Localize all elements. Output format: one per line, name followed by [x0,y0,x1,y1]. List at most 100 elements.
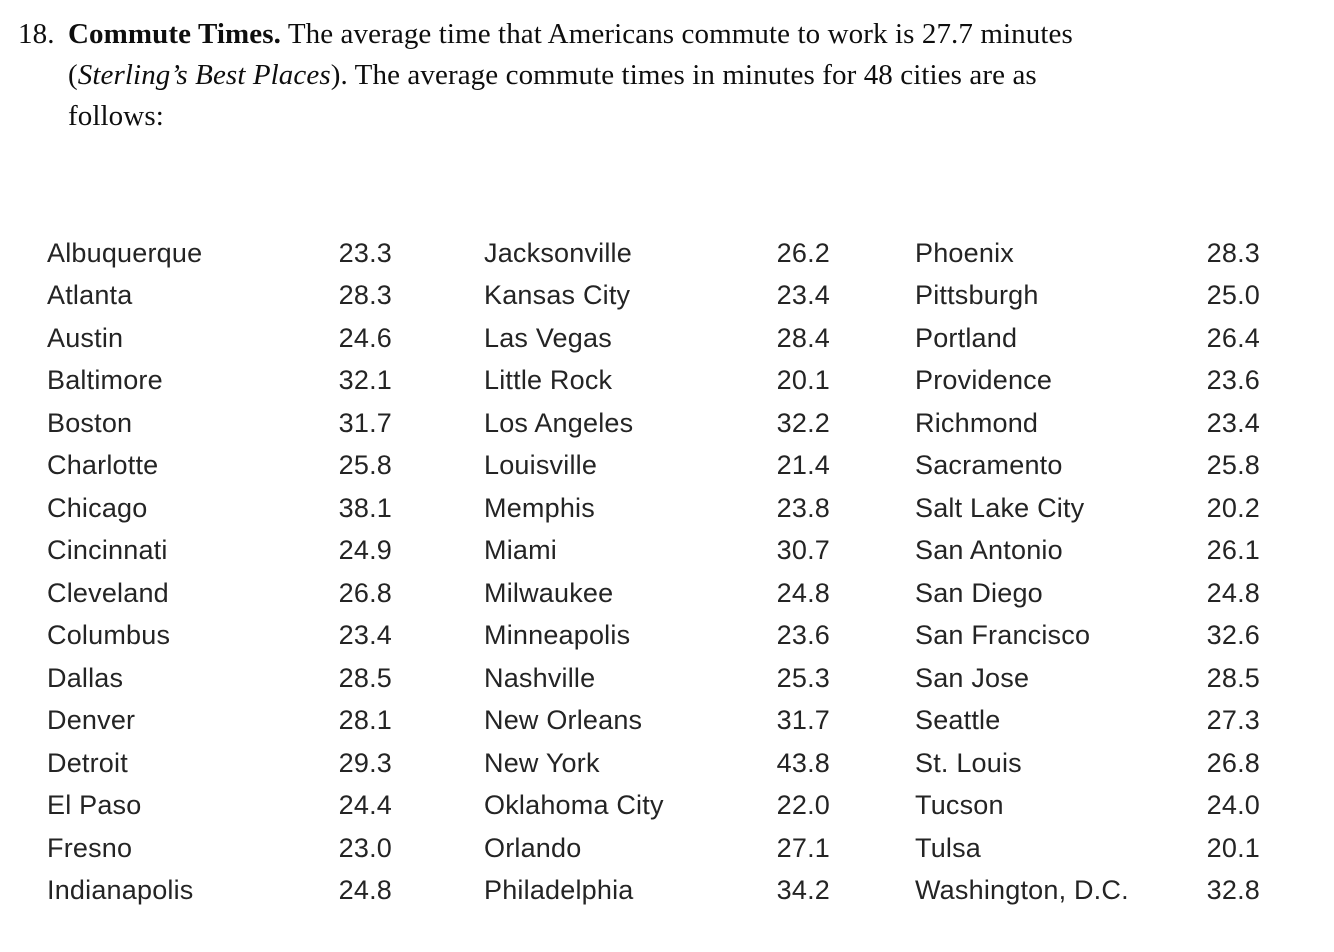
commute-time-value: 27.3 [1206,705,1260,736]
table-row: Oklahoma City 22.0 [484,785,830,828]
city-name: Pittsburgh [915,280,1039,311]
commute-time-value: 24.6 [338,322,392,353]
commute-time-value: 24.8 [776,577,830,608]
table-row: Sacramento 25.8 [915,445,1260,488]
problem-text-line-2: (Sterling’s Best Places). The average co… [68,55,1073,96]
city-name: Louisville [484,450,598,481]
table-row: Kansas City 23.4 [484,275,830,318]
city-name: Detroit [47,747,128,778]
commute-time-value: 25.8 [1206,450,1260,481]
table-row: Albuquerque 23.3 [47,232,392,275]
table-row: Boston 31.7 [47,402,392,445]
table-row: Portland 26.4 [915,317,1260,360]
problem-number: 18. [18,18,55,50]
table-row: Memphis 23.8 [484,487,830,530]
commute-time-value: 23.4 [338,620,392,651]
table-row: Tucson 24.0 [915,785,1260,828]
commute-time-value: 29.3 [338,747,392,778]
table-row: Minneapolis 23.6 [484,615,830,658]
table-row: Las Vegas 28.4 [484,317,830,360]
city-name: Milwaukee [484,577,614,608]
table-row: Salt Lake City 20.2 [915,487,1260,530]
city-name: Cleveland [47,577,169,608]
commute-time-value: 22.0 [776,790,830,821]
city-name: Boston [47,407,133,438]
table-row: Nashville 25.3 [484,657,830,700]
commute-time-value: 28.5 [338,662,392,693]
city-name: Memphis [484,492,595,523]
commute-time-value: 23.4 [1206,407,1260,438]
table-row: Miami 30.7 [484,530,830,573]
city-name: Dallas [47,662,124,693]
city-name: Sacramento [915,450,1063,481]
commute-time-value: 23.6 [1206,365,1260,396]
table-row: San Antonio 26.1 [915,530,1260,573]
city-name: Little Rock [484,365,613,396]
table-row: Atlanta 28.3 [47,275,392,318]
commute-table-column-2: Jacksonville 26.2 Kansas City 23.4 Las V… [484,232,830,912]
commute-time-value: 24.9 [338,535,392,566]
city-name: San Diego [915,577,1043,608]
table-row: Baltimore 32.1 [47,360,392,403]
city-name: Portland [915,322,1018,353]
table-row: Louisville 21.4 [484,445,830,488]
commute-time-value: 26.1 [1206,535,1260,566]
problem-sentence-1: The average time that Americans commute … [287,18,1073,50]
commute-time-value: 24.0 [1206,790,1260,821]
commute-time-value: 28.3 [1206,237,1260,268]
table-row: El Paso 24.4 [47,785,392,828]
city-name: Salt Lake City [915,492,1085,523]
table-row: San Diego 24.8 [915,572,1260,615]
table-row: Cincinnati 24.9 [47,530,392,573]
city-name: Tucson [915,790,1004,821]
table-row: San Jose 28.5 [915,657,1260,700]
table-row: Columbus 23.4 [47,615,392,658]
commute-time-value: 23.0 [338,832,392,863]
table-row: Providence 23.6 [915,360,1260,403]
city-name: Denver [47,705,136,736]
city-name: San Jose [915,662,1030,693]
commute-time-value: 23.3 [338,237,392,268]
table-row: Milwaukee 24.8 [484,572,830,615]
source-citation: Sterling’s Best Places [77,59,331,91]
city-name: Columbus [47,620,171,651]
table-row: San Francisco 32.6 [915,615,1260,658]
city-name: Richmond [915,407,1039,438]
table-row: Tulsa 20.1 [915,827,1260,870]
city-name: Kansas City [484,280,631,311]
table-row: Orlando 27.1 [484,827,830,870]
table-row: Philadelphia 34.2 [484,870,830,913]
commute-time-value: 38.1 [338,492,392,523]
commute-time-value: 25.0 [1206,280,1260,311]
problem-text-line-3: follows: [68,96,1073,137]
commute-time-value: 26.2 [776,237,830,268]
commute-time-value: 25.3 [776,662,830,693]
city-name: Charlotte [47,450,159,481]
commute-time-value: 28.5 [1206,662,1260,693]
city-name: St. Louis [915,747,1022,778]
problem-title: Commute Times. [68,18,281,50]
table-row: New Orleans 31.7 [484,700,830,743]
commute-time-value: 26.4 [1206,322,1260,353]
table-row: Jacksonville 26.2 [484,232,830,275]
problem-sentence-2: ). The average commute times in minutes … [330,59,1037,91]
table-row: Charlotte 25.8 [47,445,392,488]
table-row: St. Louis 26.8 [915,742,1260,785]
open-paren: ( [68,59,78,91]
table-row: Denver 28.1 [47,700,392,743]
city-name: Washington, D.C. [915,875,1129,906]
problem-statement: 18. Commute Times. The average time that… [18,14,1073,137]
city-name: El Paso [47,790,142,821]
commute-time-value: 26.8 [338,577,392,608]
city-name: Philadelphia [484,875,634,906]
commute-time-value: 32.2 [776,407,830,438]
city-name: Austin [47,322,124,353]
table-row: New York 43.8 [484,742,830,785]
table-row: Fresno 23.0 [47,827,392,870]
commute-time-value: 24.8 [1206,577,1260,608]
table-row: Indianapolis 24.8 [47,870,392,913]
city-name: Seattle [915,705,1001,736]
commute-table-column-1: Albuquerque 23.3 Atlanta 28.3 Austin 24.… [47,232,392,912]
city-name: San Antonio [915,535,1063,566]
table-row: Little Rock 20.1 [484,360,830,403]
